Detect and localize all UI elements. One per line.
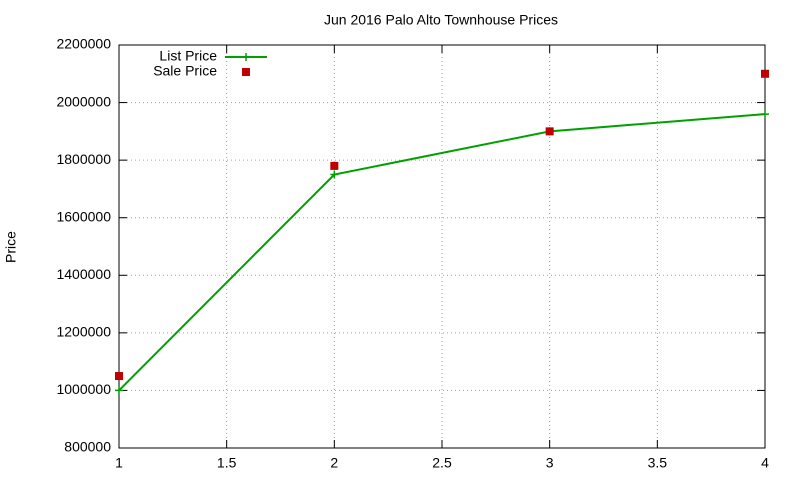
x-tick-label: 3.5 xyxy=(648,455,668,471)
y-tick-label: 1200000 xyxy=(56,324,111,340)
x-tick-label: 4 xyxy=(761,455,769,471)
y-axis-label: Price xyxy=(3,231,19,263)
x-tick-label: 1.5 xyxy=(217,455,237,471)
y-tick-label: 1600000 xyxy=(56,208,111,224)
legend-marker xyxy=(242,68,250,76)
y-tick-label: 2000000 xyxy=(56,93,111,109)
point-marker xyxy=(115,372,123,381)
point-marker xyxy=(761,69,769,78)
y-tick-label: 1800000 xyxy=(56,151,111,167)
point-marker xyxy=(115,386,123,395)
point-marker xyxy=(330,161,339,170)
y-tick-label: 2200000 xyxy=(56,36,111,52)
point-marker xyxy=(761,110,769,119)
legend-marker xyxy=(242,53,250,61)
x-tick-label: 2.5 xyxy=(432,455,452,471)
x-tick-label: 2 xyxy=(330,455,338,471)
x-tick-label: 3 xyxy=(546,455,554,471)
legend-label: Sale Price xyxy=(153,63,217,79)
y-tick-label: 1400000 xyxy=(56,266,111,282)
y-tick-label: 800000 xyxy=(64,439,111,455)
y-tick-label: 1000000 xyxy=(56,381,111,397)
plot-border xyxy=(118,44,766,449)
point-marker xyxy=(545,127,554,136)
point-marker xyxy=(330,170,339,179)
x-tick-label: 1 xyxy=(115,455,123,471)
chart-title: Jun 2016 Palo Alto Townhouse Prices xyxy=(324,12,558,28)
legend-label: List Price xyxy=(159,48,217,64)
series-line xyxy=(118,113,766,392)
